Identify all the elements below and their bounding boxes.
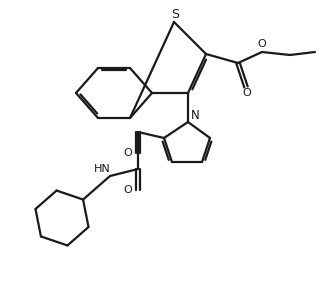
Text: N: N (191, 110, 199, 122)
Text: S: S (171, 8, 179, 21)
Text: O: O (124, 148, 132, 158)
Text: O: O (258, 39, 266, 49)
Text: HN: HN (94, 164, 110, 174)
Text: O: O (242, 88, 251, 98)
Text: O: O (124, 185, 132, 195)
